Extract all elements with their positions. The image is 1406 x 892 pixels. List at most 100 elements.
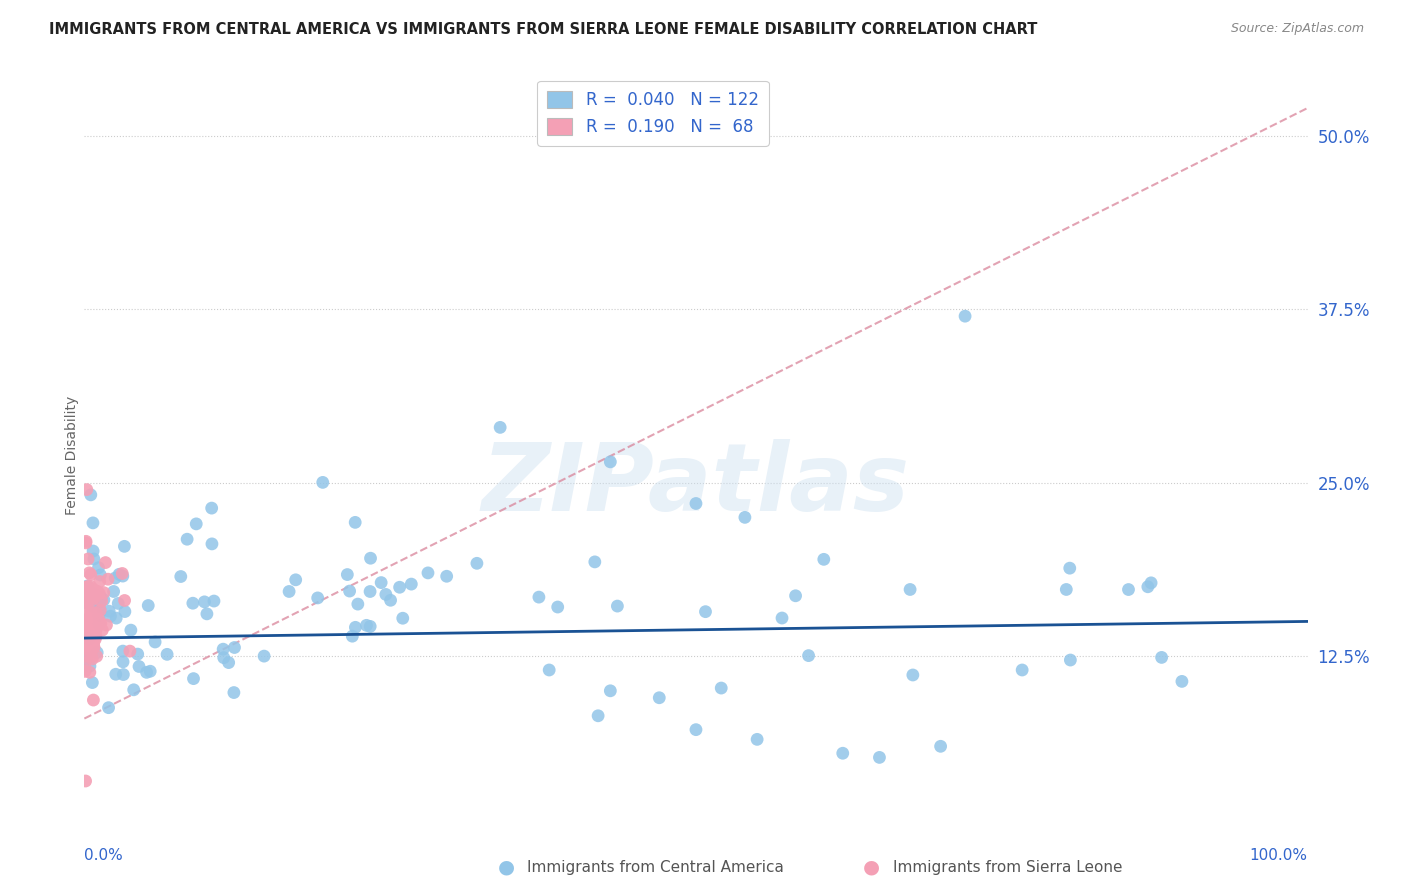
Point xyxy=(93,592,115,607)
Point xyxy=(1171,674,1194,689)
Point xyxy=(89,595,111,609)
Point xyxy=(73,613,96,627)
Point xyxy=(83,591,105,605)
Point xyxy=(80,488,103,502)
Point xyxy=(186,516,208,531)
Point xyxy=(747,732,769,747)
Point xyxy=(76,594,98,608)
Point xyxy=(176,533,198,547)
Point xyxy=(80,643,103,657)
Text: Source: ZipAtlas.com: Source: ZipAtlas.com xyxy=(1230,22,1364,36)
Point xyxy=(538,663,561,677)
Point xyxy=(547,600,569,615)
Point xyxy=(75,592,97,607)
Point xyxy=(83,640,105,655)
Point xyxy=(127,647,149,661)
Point xyxy=(401,577,423,591)
Point xyxy=(465,557,488,571)
Point xyxy=(1011,663,1033,677)
Point xyxy=(136,599,159,613)
Point xyxy=(370,575,392,590)
Point xyxy=(118,644,141,658)
Point xyxy=(112,667,135,681)
Point xyxy=(96,618,118,632)
Point xyxy=(103,584,125,599)
Point xyxy=(710,681,733,695)
Point xyxy=(1136,580,1159,594)
Point xyxy=(583,555,606,569)
Point xyxy=(93,585,115,599)
Point xyxy=(77,592,100,607)
Point xyxy=(344,620,367,634)
Point xyxy=(86,646,108,660)
Point xyxy=(388,580,411,594)
Point xyxy=(114,605,136,619)
Point xyxy=(87,608,110,623)
Point xyxy=(104,571,127,585)
Point xyxy=(82,693,104,707)
Point xyxy=(170,569,193,583)
Point xyxy=(73,665,96,679)
Point xyxy=(107,597,129,611)
Point xyxy=(86,584,108,599)
Point xyxy=(734,510,756,524)
Point xyxy=(73,591,96,606)
Point xyxy=(97,700,120,714)
Point xyxy=(73,648,96,663)
Point xyxy=(648,690,671,705)
Point xyxy=(112,540,135,554)
Point xyxy=(86,649,108,664)
Point xyxy=(76,614,98,628)
Point xyxy=(813,552,835,566)
Point xyxy=(869,750,891,764)
Point xyxy=(83,552,105,566)
Point xyxy=(77,605,100,619)
Point xyxy=(77,585,100,599)
Point xyxy=(114,593,136,607)
Point xyxy=(685,496,707,510)
Point xyxy=(75,652,97,666)
Point xyxy=(90,591,112,605)
Point xyxy=(89,586,111,600)
Point xyxy=(111,644,134,658)
Point xyxy=(98,604,121,618)
Point xyxy=(82,652,104,666)
Point xyxy=(1118,582,1140,597)
Point xyxy=(156,648,179,662)
Point xyxy=(685,723,707,737)
Point xyxy=(770,611,793,625)
Point xyxy=(212,650,235,665)
Point xyxy=(344,516,367,530)
Point xyxy=(83,636,105,650)
Point xyxy=(84,607,107,621)
Point xyxy=(75,536,97,550)
Point xyxy=(73,625,96,640)
Y-axis label: Female Disability: Female Disability xyxy=(65,395,79,515)
Point xyxy=(120,623,142,637)
Text: ●: ● xyxy=(863,857,880,877)
Point xyxy=(76,483,98,497)
Point xyxy=(83,640,105,654)
Point xyxy=(307,591,329,605)
Point xyxy=(87,613,110,627)
Point xyxy=(104,667,127,681)
Point xyxy=(97,572,120,586)
Point xyxy=(79,665,101,680)
Point xyxy=(90,616,112,631)
Point xyxy=(100,609,122,624)
Point xyxy=(284,573,307,587)
Point xyxy=(80,567,103,582)
Point xyxy=(77,615,100,629)
Point xyxy=(695,605,717,619)
Point xyxy=(80,605,103,619)
Point xyxy=(901,668,924,682)
Point xyxy=(90,594,112,608)
Point xyxy=(586,708,609,723)
Point xyxy=(77,582,100,596)
Point xyxy=(599,683,621,698)
Point xyxy=(75,651,97,665)
Point xyxy=(111,569,134,583)
Point xyxy=(76,579,98,593)
Point xyxy=(193,595,215,609)
Point xyxy=(606,599,628,613)
